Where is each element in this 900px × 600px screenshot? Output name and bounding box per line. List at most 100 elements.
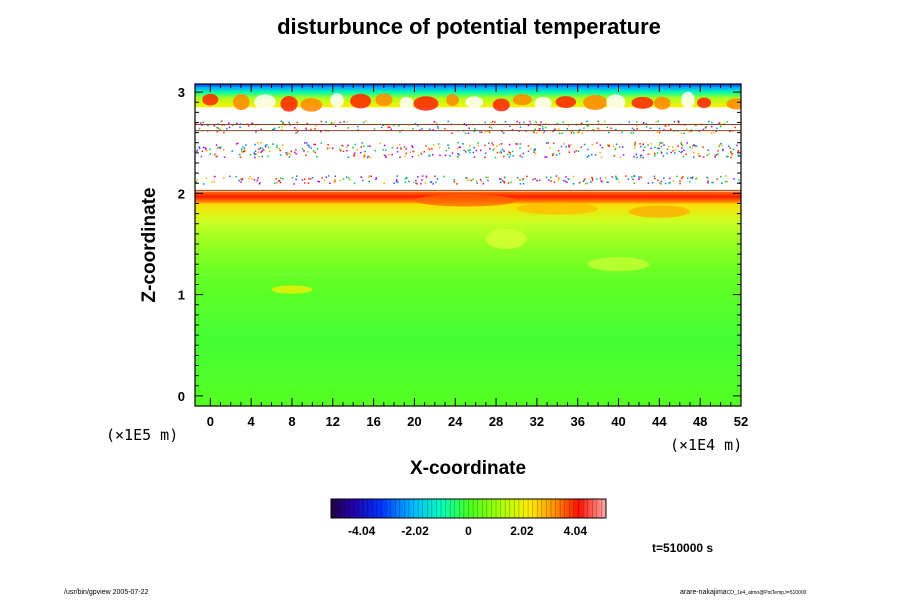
speckle	[714, 156, 716, 158]
speckle	[690, 177, 692, 179]
speckle	[425, 176, 428, 179]
speckle	[500, 178, 502, 180]
speckle	[529, 123, 532, 125]
speckle	[254, 143, 256, 146]
speckle	[552, 130, 554, 133]
speckle	[683, 149, 685, 152]
speckle	[415, 182, 417, 184]
speckle	[511, 150, 514, 153]
speckle	[515, 143, 517, 145]
speckle	[428, 155, 430, 157]
speckle	[679, 180, 681, 182]
speckle	[691, 176, 694, 178]
speckle	[395, 180, 398, 183]
speckle	[489, 148, 491, 150]
speckle	[276, 146, 278, 149]
speckle	[668, 145, 670, 148]
speckle	[447, 120, 449, 123]
speckle	[219, 128, 221, 131]
speckle	[423, 151, 426, 153]
speckle	[562, 121, 564, 123]
speckle	[509, 153, 512, 156]
speckle	[690, 129, 693, 131]
speckle	[285, 151, 287, 154]
speckle	[738, 179, 740, 182]
speckle	[432, 183, 434, 185]
speckle	[519, 183, 522, 185]
speckle	[731, 154, 733, 156]
speckle	[640, 176, 643, 179]
speckle	[401, 129, 404, 131]
speckle	[283, 124, 286, 127]
speckle	[649, 127, 652, 130]
speckle	[243, 150, 246, 153]
speckle	[249, 154, 252, 156]
speckle	[308, 146, 311, 148]
speckle	[339, 179, 342, 182]
speckle	[255, 124, 257, 126]
speckle	[586, 120, 588, 123]
speckle	[288, 156, 291, 158]
speckle	[333, 181, 336, 184]
speckle	[216, 147, 219, 150]
speckle	[650, 147, 652, 150]
speckle	[239, 153, 241, 156]
speckle	[239, 126, 241, 128]
speckle	[628, 121, 631, 123]
speckle	[458, 146, 460, 148]
speckle	[331, 122, 333, 125]
speckle	[592, 130, 595, 132]
speckle	[519, 147, 521, 149]
speckle	[259, 182, 261, 184]
speckle	[417, 176, 419, 178]
speckle	[334, 125, 337, 127]
speckle	[267, 146, 270, 149]
speckle	[527, 124, 530, 127]
speckle	[571, 130, 574, 132]
speckle	[633, 182, 636, 185]
speckle	[678, 150, 680, 153]
speckle	[600, 156, 603, 159]
speckle	[691, 177, 694, 179]
speckle	[301, 148, 304, 150]
speckle	[689, 181, 691, 183]
speckle	[580, 146, 583, 148]
speckle	[473, 146, 475, 149]
speckle	[317, 180, 319, 183]
speckle	[712, 181, 714, 184]
speckle	[243, 149, 246, 151]
speckle	[607, 144, 609, 147]
speckle	[327, 175, 330, 177]
speckle	[619, 156, 622, 158]
speckle	[343, 121, 345, 123]
speckle	[369, 156, 372, 159]
speckle	[561, 132, 564, 135]
speckle	[717, 153, 719, 155]
speckle	[591, 178, 594, 180]
speckle	[400, 147, 402, 149]
speckle	[669, 181, 671, 184]
speckle	[279, 181, 282, 184]
speckle	[310, 128, 312, 131]
speckle	[347, 156, 350, 159]
speckle	[205, 177, 208, 180]
speckle	[273, 128, 275, 131]
speckle	[725, 155, 728, 158]
speckle	[614, 148, 617, 151]
speckle	[360, 176, 362, 178]
speckle	[396, 150, 399, 153]
x-tick-label: 36	[570, 414, 584, 429]
speckle	[508, 143, 511, 146]
speckle	[599, 144, 602, 146]
speckle	[361, 142, 363, 144]
speckle	[677, 145, 679, 148]
speckle	[659, 182, 661, 184]
speckle	[364, 150, 366, 153]
speckle	[691, 147, 693, 150]
speckle	[240, 181, 242, 183]
speckle	[548, 179, 550, 181]
speckle	[437, 143, 440, 145]
speckle	[627, 178, 629, 180]
speckle	[710, 132, 713, 134]
speckle	[717, 150, 719, 152]
